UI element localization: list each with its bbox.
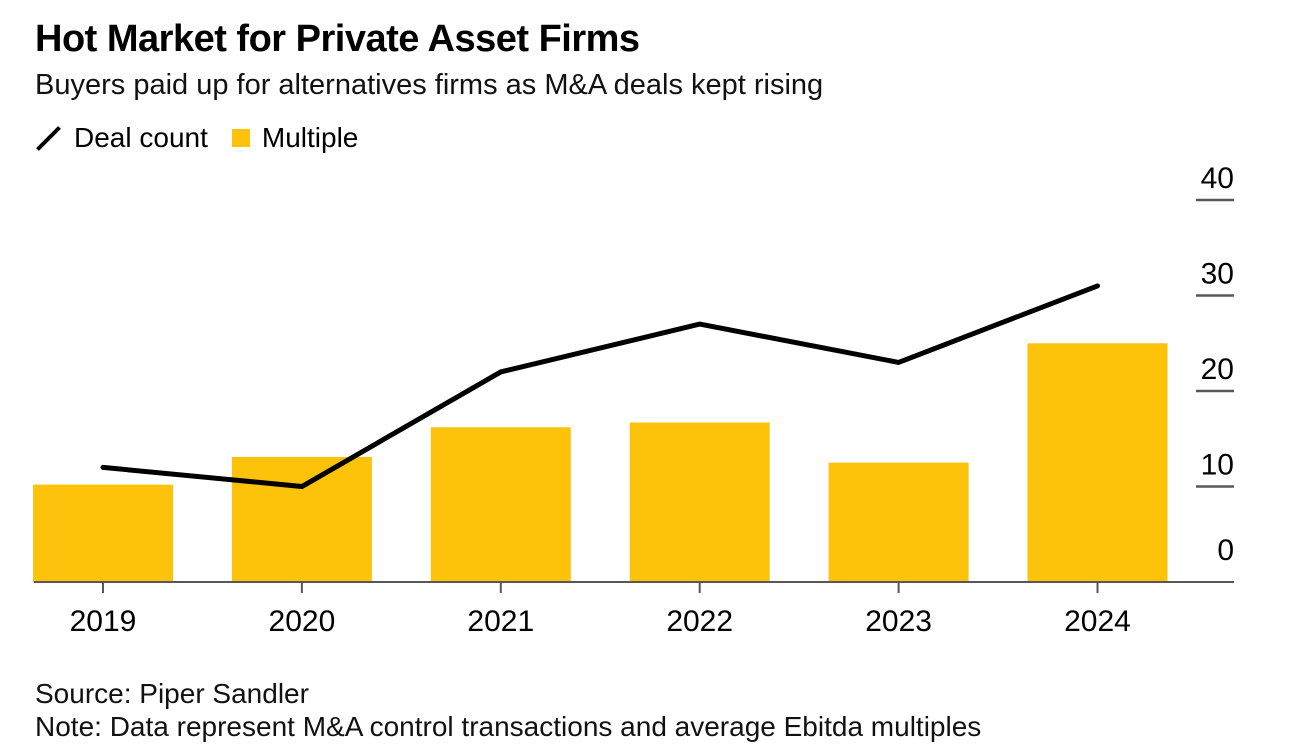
x-tick-label-2021: 2021 bbox=[467, 605, 534, 638]
note-line: Note: Data represent M&A control transac… bbox=[35, 711, 982, 742]
bar-2022 bbox=[629, 422, 770, 582]
y-tick-label-0: 0 bbox=[1217, 534, 1234, 567]
square-swatch-icon bbox=[231, 129, 250, 147]
chart-subtitle: Buyers paid up for alternatives firms as… bbox=[35, 69, 824, 101]
x-tick-label-2020: 2020 bbox=[269, 605, 336, 638]
deal-count-line bbox=[100, 283, 1100, 490]
legend-label-multiple: Multiple bbox=[261, 122, 359, 153]
bar-2019 bbox=[33, 484, 173, 582]
x-tick-label-2019: 2019 bbox=[70, 605, 137, 638]
bar-2020 bbox=[231, 456, 372, 582]
bar-2021 bbox=[430, 427, 571, 582]
legend-item-deal-count: Deal count bbox=[35, 122, 208, 154]
x-tick-label-2022: 2022 bbox=[666, 605, 733, 638]
legend-item-multiple: Multiple bbox=[231, 122, 359, 154]
chart-legend: Deal count Multiple bbox=[35, 122, 358, 154]
y-tick-label-30: 30 bbox=[1201, 258, 1234, 291]
y-tick-label-20: 20 bbox=[1201, 353, 1234, 386]
y-tick-label-10: 10 bbox=[1201, 449, 1234, 482]
bar-2023 bbox=[828, 462, 969, 582]
y-tick-label-40: 40 bbox=[1201, 162, 1234, 195]
bar-2024 bbox=[1027, 343, 1168, 583]
x-tick-label-2023: 2023 bbox=[865, 605, 932, 638]
diagonal-line-icon bbox=[36, 125, 61, 151]
source-line: Source: Piper Sandler bbox=[35, 678, 309, 709]
legend-label-deal-count: Deal count bbox=[74, 122, 208, 153]
chart-title: Hot Market for Private Asset Firms bbox=[35, 18, 640, 60]
x-tick-label-2024: 2024 bbox=[1064, 605, 1131, 638]
chart-footer: Source: Piper Sandler Note: Data represe… bbox=[35, 677, 981, 743]
